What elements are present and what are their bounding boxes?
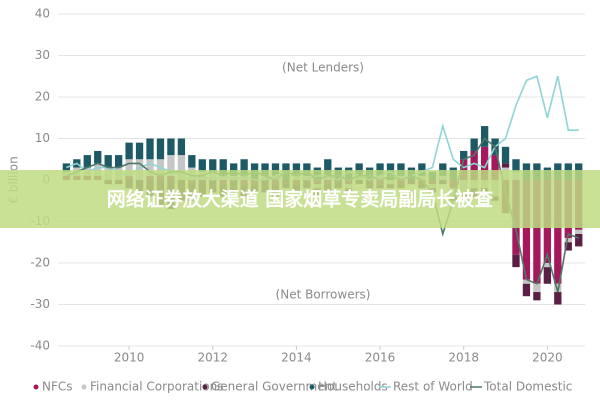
- legend-label: General Government: [211, 380, 337, 394]
- bar-segment: [198, 159, 206, 172]
- legend-label: Households: [318, 380, 388, 394]
- y-tick-label: 10: [35, 131, 50, 145]
- bar-segment: [480, 126, 489, 147]
- bar-segment: [261, 163, 269, 176]
- bar-segment: [543, 263, 552, 268]
- bar-segment: [460, 150, 468, 160]
- bar-segment: [522, 279, 531, 284]
- bar-segment: [167, 155, 175, 176]
- bar-segment: [533, 180, 541, 284]
- bar-segment: [470, 150, 478, 180]
- banner-band: [0, 170, 600, 228]
- annotation: (Net Borrowers): [276, 288, 371, 302]
- y-tick-label: 30: [35, 48, 50, 62]
- bar-segment: [512, 159, 520, 172]
- x-tick-label: 2010: [114, 351, 145, 365]
- bar-segment: [240, 159, 248, 176]
- bar-segment: [480, 146, 489, 180]
- bar-segment: [146, 138, 154, 160]
- bar-segment: [209, 159, 217, 172]
- bar-segment: [167, 138, 175, 156]
- bar-segment: [271, 163, 280, 176]
- bar-segment: [533, 292, 541, 301]
- bar-segment: [125, 159, 133, 176]
- bar-segment: [83, 155, 91, 168]
- bar-segment: [303, 163, 311, 176]
- y-tick-label: 40: [35, 7, 50, 21]
- bar-segment: [156, 138, 165, 160]
- x-tick-label: 2012: [197, 351, 228, 365]
- y-tick-label: -40: [30, 339, 50, 353]
- legend-label: Rest of World: [393, 380, 473, 394]
- bar-segment: [355, 163, 363, 176]
- bar-segment: [460, 159, 468, 180]
- bar-segment: [125, 142, 133, 160]
- bar-segment: [470, 138, 478, 151]
- legend-label: Financial Corporations: [90, 380, 224, 394]
- bar-segment: [554, 180, 562, 284]
- legend-marker: [33, 384, 39, 390]
- banner-text: 网络证券放大渠道 国家烟草专卖局副局长被查: [107, 188, 495, 211]
- bar-segment: [439, 163, 447, 176]
- bar-segment: [512, 254, 520, 268]
- legend-marker: [81, 384, 87, 390]
- bar-segment: [491, 155, 499, 180]
- bar-segment: [219, 159, 227, 176]
- legend-label: Total Domestic: [483, 380, 572, 394]
- x-tick-label: 2020: [532, 351, 563, 365]
- legend-marker: [309, 384, 315, 390]
- bar-segment: [188, 155, 196, 168]
- bar-segment: [230, 163, 238, 176]
- bar-segment: [376, 163, 384, 176]
- bar-segment: [522, 180, 531, 280]
- bar-segment: [501, 146, 510, 164]
- bar-segment: [94, 150, 102, 164]
- bar-segment: [418, 163, 426, 176]
- x-tick-label: 2014: [281, 351, 312, 365]
- bar-segment: [501, 163, 510, 168]
- y-tick-label: 20: [35, 90, 50, 104]
- bar-segment: [104, 155, 112, 168]
- bar-segment: [397, 163, 405, 176]
- bar-segment: [324, 159, 332, 176]
- bar-segment: [554, 292, 562, 305]
- legend-marker: [202, 384, 208, 390]
- bar-segment: [146, 159, 154, 176]
- annotation: (Net Lenders): [282, 61, 364, 75]
- bar-segment: [522, 283, 531, 297]
- x-tick-label: 2018: [448, 351, 479, 365]
- bar-segment: [533, 283, 541, 293]
- bar-segment: [292, 163, 301, 176]
- bar-segment: [135, 159, 144, 180]
- bar-segment: [177, 155, 186, 180]
- bar-segment: [114, 155, 123, 168]
- x-tick-label: 2016: [365, 351, 396, 365]
- y-tick-label: -30: [30, 297, 50, 311]
- bar-segment: [575, 233, 583, 247]
- legend-label: NFCs: [42, 380, 73, 394]
- bar-segment: [564, 242, 572, 251]
- bar-segment: [177, 138, 186, 156]
- bar-segment: [575, 229, 583, 234]
- bar-segment: [564, 238, 572, 243]
- bar-segment: [94, 163, 102, 176]
- bar-segment: [543, 267, 552, 284]
- bar-segment: [135, 142, 144, 160]
- y-tick-label: -20: [30, 256, 50, 270]
